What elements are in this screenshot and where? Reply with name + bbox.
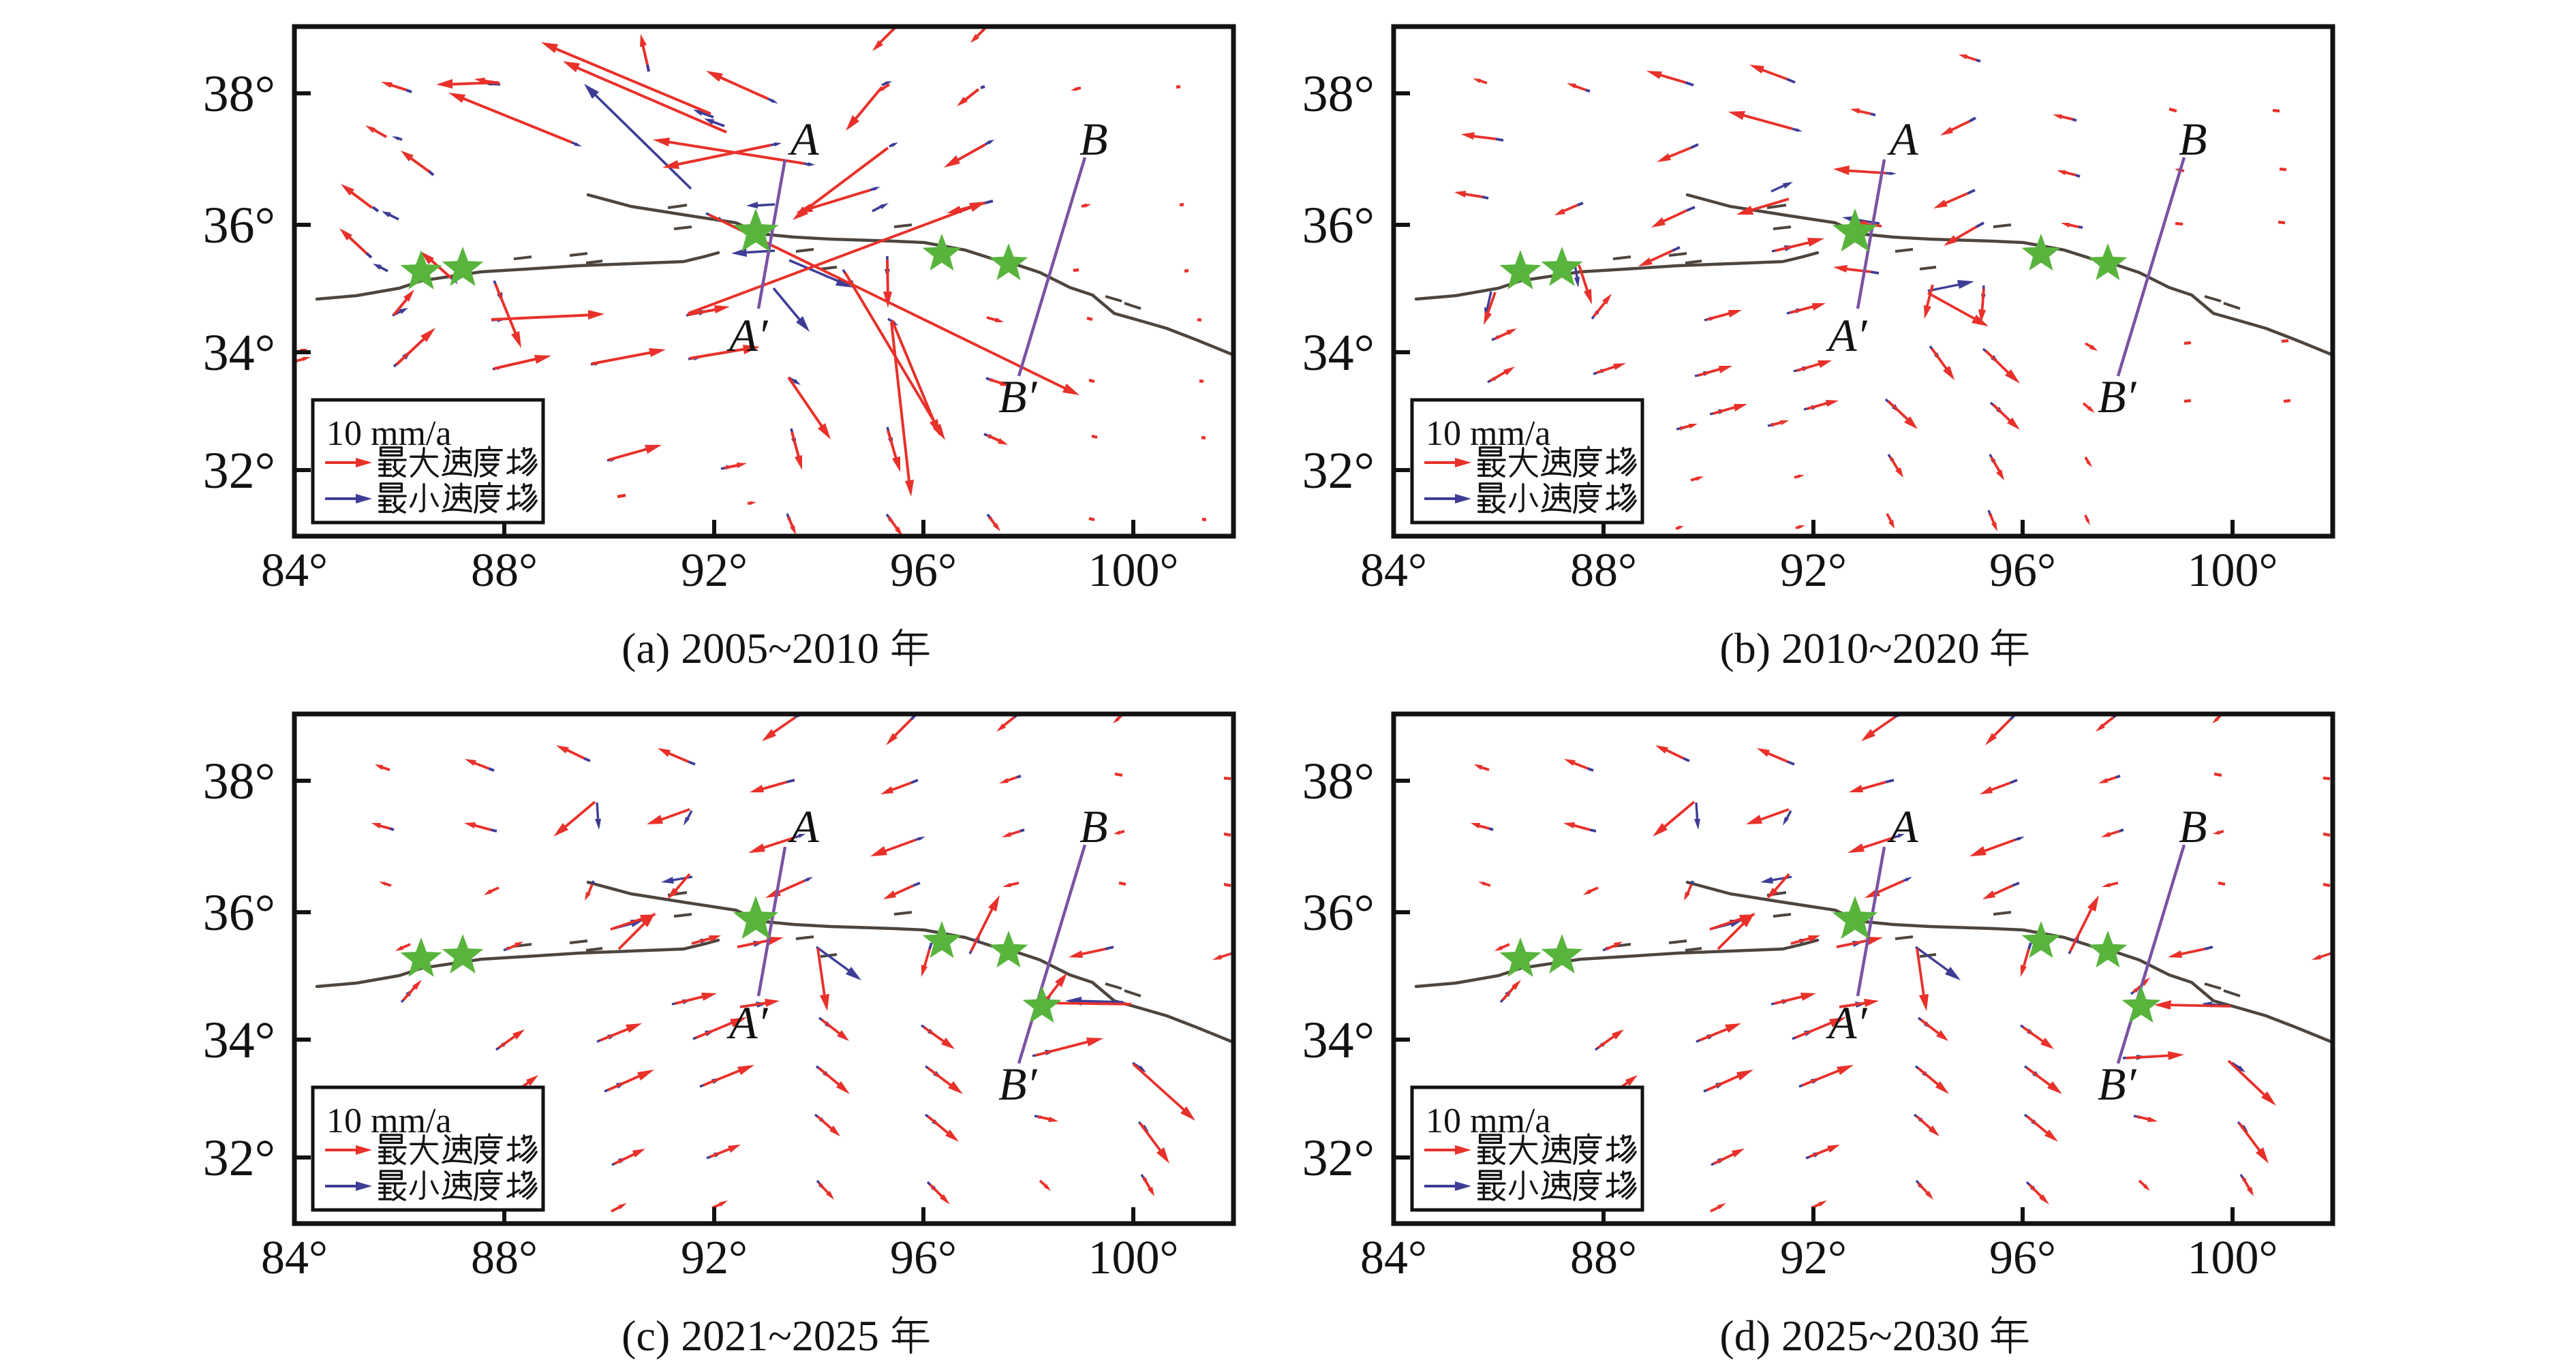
svg-text:38°: 38° <box>203 65 275 123</box>
svg-text:100°: 100° <box>2188 544 2278 597</box>
svg-text:100°: 100° <box>1088 1232 1179 1284</box>
svg-text:96°: 96° <box>1989 1232 2056 1284</box>
svg-text:A: A <box>788 113 819 165</box>
svg-text:B: B <box>1079 113 1108 165</box>
svg-text:36°: 36° <box>1302 197 1375 254</box>
svg-text:A: A <box>1887 113 1918 165</box>
svg-text:88°: 88° <box>471 544 538 597</box>
svg-text:96°: 96° <box>890 544 957 597</box>
svg-text:(d) 2025~2030: (d) 2025~2030 <box>1719 1311 1979 1360</box>
svg-text:34°: 34° <box>203 324 275 382</box>
svg-text:84°: 84° <box>261 1232 328 1284</box>
svg-text:B′: B′ <box>2098 1058 2137 1110</box>
svg-text:32°: 32° <box>1302 1130 1375 1187</box>
svg-text:(b) 2010~2020: (b) 2010~2020 <box>1719 624 1979 672</box>
svg-text:32°: 32° <box>203 1130 275 1187</box>
svg-text:A: A <box>1887 800 1918 852</box>
svg-text:(c) 2021~2025: (c) 2021~2025 <box>622 1311 879 1360</box>
svg-text:84°: 84° <box>1360 1232 1427 1284</box>
svg-text:B′: B′ <box>998 371 1038 422</box>
svg-text:(a) 2005~2010: (a) 2005~2010 <box>622 624 879 672</box>
svg-text:34°: 34° <box>203 1012 275 1069</box>
svg-text:92°: 92° <box>681 1232 748 1284</box>
svg-text:96°: 96° <box>1989 544 2056 597</box>
svg-text:32°: 32° <box>1302 442 1375 499</box>
svg-text:88°: 88° <box>1570 544 1637 597</box>
svg-text:A′: A′ <box>726 997 769 1048</box>
svg-text:38°: 38° <box>203 753 275 810</box>
svg-text:100°: 100° <box>1088 544 1179 597</box>
svg-text:B′: B′ <box>998 1058 1038 1110</box>
svg-text:36°: 36° <box>1302 884 1375 942</box>
svg-text:34°: 34° <box>1302 1012 1375 1069</box>
svg-text:92°: 92° <box>1780 1232 1847 1284</box>
svg-text:88°: 88° <box>1570 1232 1637 1284</box>
svg-text:A′: A′ <box>726 309 769 361</box>
svg-text:36°: 36° <box>203 884 275 942</box>
svg-text:B: B <box>2179 800 2207 852</box>
svg-text:36°: 36° <box>203 197 275 254</box>
svg-text:A: A <box>788 800 819 852</box>
svg-text:A′: A′ <box>1826 997 1868 1048</box>
svg-text:A′: A′ <box>1826 309 1868 361</box>
svg-text:88°: 88° <box>471 1232 538 1284</box>
svg-text:38°: 38° <box>1302 753 1375 810</box>
svg-text:34°: 34° <box>1302 324 1375 382</box>
svg-text:84°: 84° <box>261 544 328 597</box>
svg-text:B: B <box>2179 113 2207 165</box>
svg-text:32°: 32° <box>203 442 275 499</box>
svg-text:92°: 92° <box>681 544 748 597</box>
svg-text:92°: 92° <box>1780 544 1847 597</box>
svg-text:B: B <box>1079 800 1108 852</box>
svg-text:B′: B′ <box>2098 371 2137 422</box>
svg-text:38°: 38° <box>1302 65 1375 123</box>
svg-text:100°: 100° <box>2188 1232 2278 1284</box>
svg-text:84°: 84° <box>1360 544 1427 597</box>
svg-text:96°: 96° <box>890 1232 957 1284</box>
